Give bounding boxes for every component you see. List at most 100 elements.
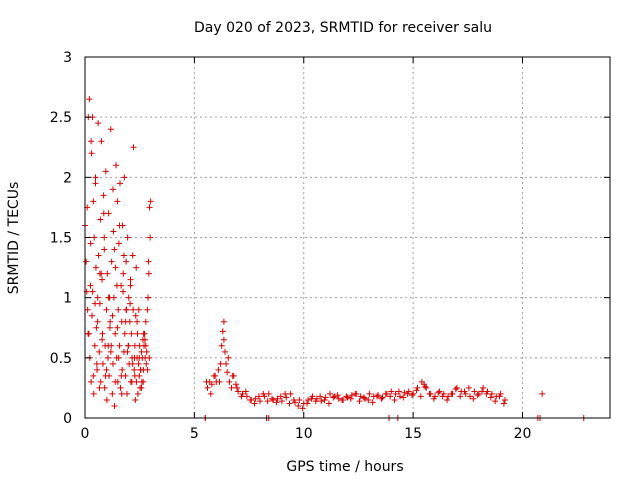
data-point [461,388,468,395]
data-point [212,372,219,379]
data-point [137,366,144,373]
data-point [104,354,111,361]
data-point [270,396,277,403]
data-point [95,252,102,259]
data-point [217,360,224,367]
data-point [101,234,108,241]
data-point [238,393,245,400]
data-point [470,395,477,402]
data-point [93,360,100,367]
data-point [87,240,94,247]
data-point [128,330,135,337]
data-point [138,384,145,391]
data-point [445,393,452,400]
data-point [114,324,121,331]
data-point [109,312,116,319]
data-point [110,186,116,193]
data-point [92,264,99,271]
data-point [134,390,141,397]
data-point [120,288,127,295]
data-point [88,150,95,157]
data-point [96,348,103,355]
data-point [128,378,135,385]
data-point [487,394,494,401]
x-tick-label-3: 15 [404,426,422,442]
data-point [91,342,98,349]
data-point [94,294,101,301]
data-point [96,384,103,391]
data-point [95,120,102,127]
data-point [219,328,226,335]
data-point [435,389,442,396]
data-point [348,392,355,399]
data-point [260,390,267,397]
y-tick-label-6: 3 [63,50,72,66]
data-point [457,393,464,400]
data-point [113,162,120,169]
data-point [135,306,142,313]
data-point [130,144,137,151]
data-point [131,366,138,373]
data-point [382,390,389,397]
data-point [325,400,332,407]
data-point [141,336,148,343]
chart-title: Day 020 of 2023, SRMTID for receiver sal… [194,20,492,36]
data-point [91,234,98,241]
axis-ticks [84,56,610,419]
data-point [467,393,473,400]
data-point [243,393,250,400]
data-point [215,366,222,373]
data-point [208,381,215,388]
data-point [93,324,100,331]
data-point [252,395,259,402]
data-point [110,294,117,301]
data-point [226,378,233,385]
data-point [304,400,311,407]
data-point [112,330,119,337]
data-point [132,312,139,319]
data-point [100,192,107,199]
data-point [321,396,328,403]
data-point [98,138,105,145]
data-point [444,396,451,403]
data-point [448,390,455,397]
data-point [234,384,241,391]
data-point [102,168,109,175]
data-point [132,396,139,403]
data-point [99,330,106,337]
data-point [264,398,271,405]
data-point [479,388,486,395]
data-point [228,384,235,391]
data-point [539,390,546,397]
data-point [116,342,123,349]
data-point [257,398,263,405]
data-point [286,400,293,407]
data-point [134,330,141,337]
data-point [247,396,254,403]
data-point [103,366,110,373]
data-point [99,276,106,283]
data-point [89,288,96,295]
data-point [283,394,290,401]
data-point [347,395,354,402]
data-point [143,360,150,367]
data-point [409,392,416,399]
data-point [400,394,407,401]
x-tick-label-1: 5 [190,426,199,442]
data-point [108,258,115,265]
data-point [115,354,122,361]
data-point [145,258,152,265]
data-point [124,390,130,397]
data-point [131,372,138,379]
data-point [92,174,99,181]
data-point [335,395,342,402]
data-point [471,388,478,395]
data-point [98,270,105,277]
data-point [277,393,284,400]
x-tick-label-0: 0 [81,426,90,442]
data-point [121,330,128,337]
data-point [500,400,507,407]
x-tick-label-4: 20 [514,426,532,442]
data-point [295,402,302,409]
